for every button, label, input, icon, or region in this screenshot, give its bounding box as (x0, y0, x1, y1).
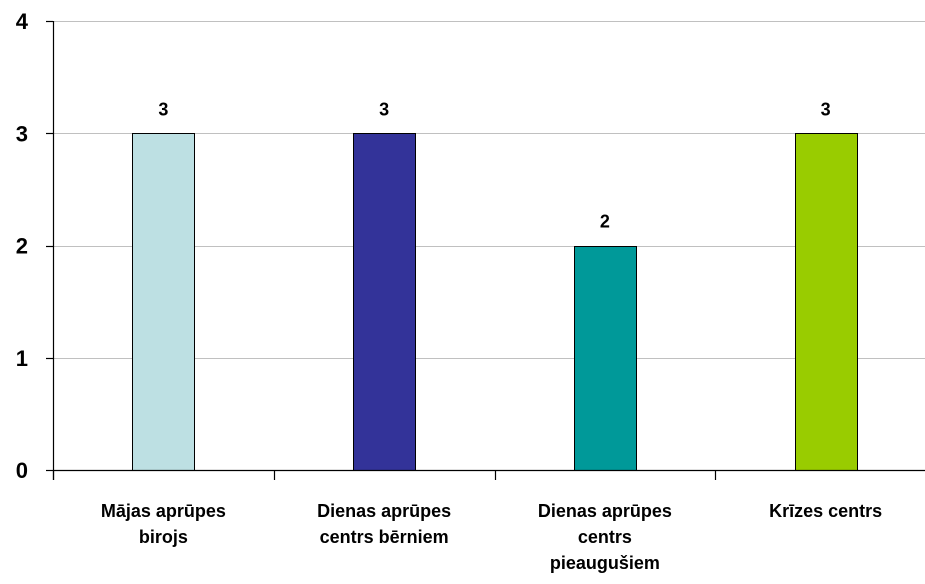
category-label: Krīzes centrs (769, 501, 882, 521)
category-label-line: Krīzes centrs (769, 501, 882, 521)
y-tick-label: 1 (16, 346, 28, 371)
category-label: Mājas aprūpes birojs (101, 501, 226, 547)
category-label: Dienas aprūpes centrs bērniem (317, 501, 451, 547)
category-label-line: centrs bērniem (320, 527, 449, 547)
bar (353, 133, 416, 471)
data-label: 3 (379, 99, 389, 119)
category-label-line: centrs (578, 527, 632, 547)
y-tick-label: 2 (16, 234, 28, 259)
category-label: Dienas aprūpes centrs pieaugušiem (538, 501, 672, 573)
bar (574, 246, 637, 471)
category-label-line: Mājas aprūpes (101, 501, 226, 521)
category-label-line: birojs (139, 527, 188, 547)
category-labels: Mājas aprūpes birojs Dienas aprūpes centrs … (101, 501, 882, 573)
data-label: 2 (600, 212, 610, 232)
category-label-line: Dienas aprūpes (538, 501, 672, 521)
data-label: 3 (821, 99, 831, 119)
data-label: 3 (158, 99, 168, 119)
gridlines (53, 21, 925, 359)
bar (795, 133, 858, 471)
axes (46, 20, 925, 480)
category-label-line: pieaugušiem (550, 553, 660, 573)
bar (132, 133, 195, 471)
y-tick-label: 3 (16, 121, 28, 146)
category-label-line: Dienas aprūpes (317, 501, 451, 521)
y-tick-label: 0 (16, 458, 28, 483)
bars (132, 133, 858, 471)
y-tick-labels: 0 1 2 3 4 (16, 9, 29, 483)
y-tick-label: 4 (16, 9, 29, 34)
data-labels: 3 3 2 3 (158, 99, 830, 231)
